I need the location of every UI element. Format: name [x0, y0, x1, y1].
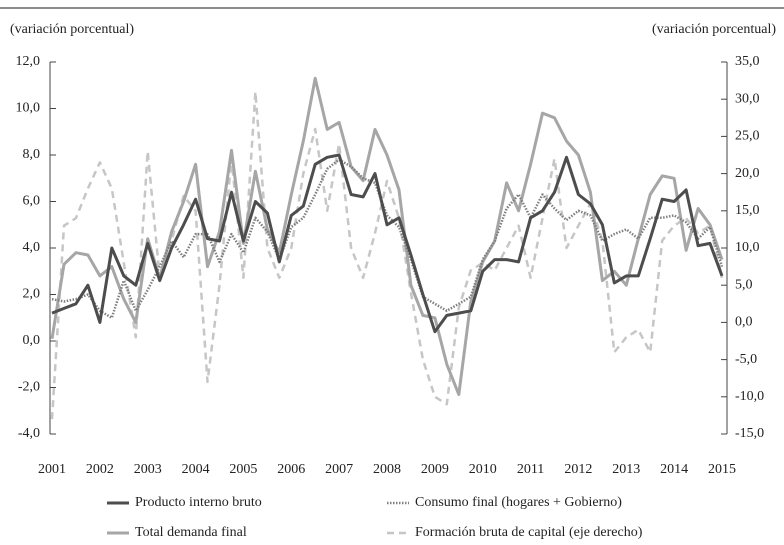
x-tick-label: 2001: [38, 462, 66, 477]
legend-label: Consumo final (hogares + Gobierno): [415, 495, 622, 510]
legend-label: Total demanda final: [135, 525, 247, 540]
y2-tick-label: 10,0: [735, 240, 760, 255]
y-tick-label: -4,0: [18, 426, 40, 441]
y2-tick-label: 35,0: [735, 54, 760, 69]
legend-label: Formación bruta de capital (eje derecho): [415, 525, 643, 540]
y-tick-label: 4,0: [23, 240, 41, 255]
y2-tick-label: 15,0: [735, 203, 760, 218]
y2-tick-label: -15,0: [735, 426, 764, 441]
x-tick-label: 2014: [660, 462, 688, 477]
y-tick-label: 0,0: [23, 333, 41, 348]
x-tick-label: 2010: [469, 462, 497, 477]
y2-tick-label: 20,0: [735, 166, 760, 181]
y-tick-label: 6,0: [23, 194, 41, 209]
series-line: [50, 76, 724, 396]
x-tick-label: 2006: [277, 462, 305, 477]
x-tick-label: 2011: [517, 462, 544, 477]
y-tick-label: 10,0: [16, 101, 41, 116]
series-line: [51, 158, 724, 320]
x-tick-label: 2004: [182, 462, 210, 477]
x-tick-label: 2003: [134, 462, 162, 477]
series-line: [51, 153, 724, 334]
y2-tick-label: -5,0: [735, 352, 757, 367]
x-tick-label: 2007: [325, 462, 353, 477]
y2-tick-label: 25,0: [735, 129, 760, 144]
y-tick-label: 12,0: [16, 54, 41, 69]
x-tick-label: 2013: [612, 462, 640, 477]
y-tick-label: 8,0: [23, 147, 41, 162]
y-axis-label: (variación porcentual): [10, 22, 134, 37]
y2-tick-label: 5,0: [735, 277, 753, 292]
y2-tick-label: -10,0: [735, 389, 764, 404]
x-tick-label: 2012: [564, 462, 592, 477]
legend-label: Producto interno bruto: [135, 495, 262, 510]
x-tick-label: 2008: [373, 462, 401, 477]
y2-axis-label: (variación porcentual): [652, 22, 776, 37]
y-tick-label: -2,0: [18, 380, 40, 395]
x-tick-label: 2002: [86, 462, 114, 477]
y2-tick-label: 0,0: [735, 315, 753, 330]
x-tick-label: 2009: [421, 462, 449, 477]
x-tick-label: 2005: [229, 462, 257, 477]
y2-tick-label: 30,0: [735, 91, 760, 106]
x-tick-label: 2015: [708, 462, 736, 477]
y-tick-label: 2,0: [23, 287, 41, 302]
